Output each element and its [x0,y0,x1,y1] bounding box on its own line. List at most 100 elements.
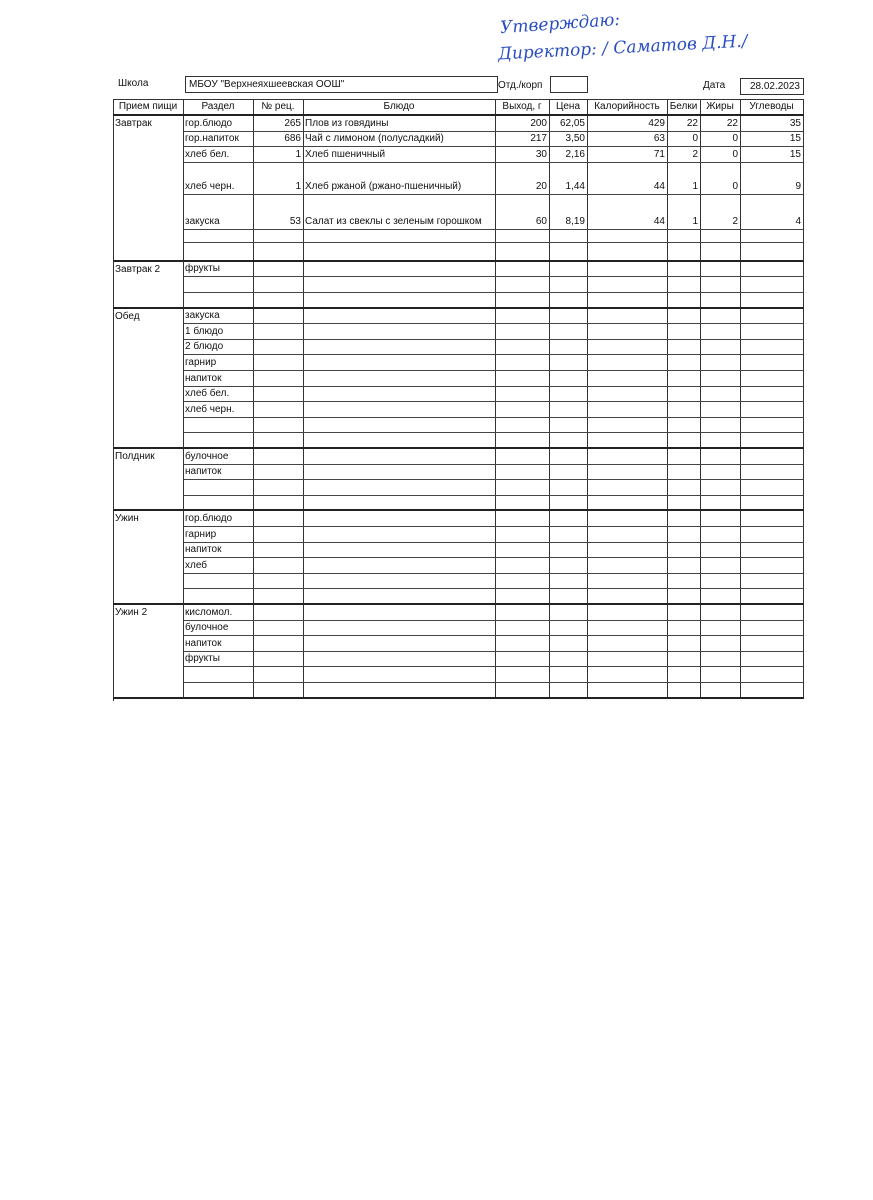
table-cell: напиток [183,464,254,481]
empty-cell [495,417,550,434]
empty-cell [740,527,804,543]
empty-cell [549,229,588,243]
empty-cell [740,651,804,668]
table-cell: 35 [740,116,804,132]
empty-cell [253,402,304,418]
empty-cell [183,667,254,683]
column-header: № рец. [253,99,304,116]
empty-cell [587,339,668,356]
empty-cell [740,324,804,340]
table-cell: гор.блюдо [183,116,254,132]
column-header: Раздел [183,99,254,116]
empty-cell [700,511,741,527]
empty-cell [587,527,668,543]
empty-cell [549,683,588,699]
empty-cell [549,589,588,605]
empty-cell [587,229,668,243]
empty-cell [183,433,254,449]
empty-cell [253,527,304,543]
empty-cell [495,433,550,449]
empty-cell [549,449,588,465]
empty-cell [549,480,588,496]
empty-cell [253,293,304,309]
empty-cell [740,229,804,243]
empty-cell [667,308,701,325]
empty-cell [303,449,496,465]
table-cell: напиток [183,636,254,652]
empty-cell [549,651,588,668]
table-cell: Плов из говядины [303,116,496,132]
empty-cell [700,620,741,637]
empty-cell [303,293,496,309]
empty-cell [587,667,668,683]
table-cell: хлеб бел. [183,147,254,163]
empty-cell [667,480,701,496]
empty-cell [587,386,668,403]
table-cell: 2 [700,194,741,230]
table-cell: 1 [253,162,304,195]
empty-cell [740,261,804,278]
table-cell: фрукты [183,261,254,278]
empty-cell [587,417,668,434]
empty-cell [303,589,496,605]
empty-cell [740,386,804,403]
empty-cell [303,620,496,637]
empty-cell [549,433,588,449]
empty-cell [253,651,304,668]
empty-cell [495,620,550,637]
empty-cell [667,402,701,418]
table-cell: закуска [183,308,254,325]
empty-cell [253,464,304,481]
empty-cell [587,558,668,574]
empty-cell [495,261,550,278]
empty-cell [667,558,701,574]
empty-cell [587,480,668,496]
empty-cell [667,495,701,512]
empty-cell [253,355,304,371]
empty-cell [253,449,304,465]
table-cell: 0 [700,162,741,195]
empty-cell [253,371,304,387]
date: 28.02.2023 [740,78,804,95]
empty-cell [700,636,741,652]
table-cell: 0 [700,147,741,163]
empty-cell [700,464,741,481]
empty-cell [303,355,496,371]
empty-cell [303,324,496,340]
meal-name: Завтрак 2 [113,261,184,309]
empty-cell [587,495,668,512]
empty-cell [700,651,741,668]
table-cell: булочное [183,449,254,465]
empty-cell [549,605,588,621]
empty-cell [495,527,550,543]
empty-cell [549,558,588,574]
empty-cell [549,371,588,387]
empty-cell [740,371,804,387]
empty-cell [303,542,496,559]
empty-cell [740,293,804,309]
empty-cell [587,371,668,387]
table-cell: Чай с лимоном (полусладкий) [303,131,496,148]
empty-cell [700,293,741,309]
empty-cell [495,402,550,418]
empty-cell [667,355,701,371]
empty-cell [667,636,701,652]
empty-cell [253,605,304,621]
empty-cell [667,293,701,309]
empty-cell [549,464,588,481]
empty-cell [253,433,304,449]
empty-cell [495,683,550,699]
empty-cell [495,495,550,512]
empty-cell [740,542,804,559]
empty-cell [700,261,741,278]
table-cell: гарнир [183,355,254,371]
empty-cell [587,589,668,605]
empty-cell [740,620,804,637]
empty-cell [700,495,741,512]
empty-cell [740,589,804,605]
empty-cell [700,355,741,371]
column-header: Калорийность [587,99,668,116]
table-cell: 9 [740,162,804,195]
